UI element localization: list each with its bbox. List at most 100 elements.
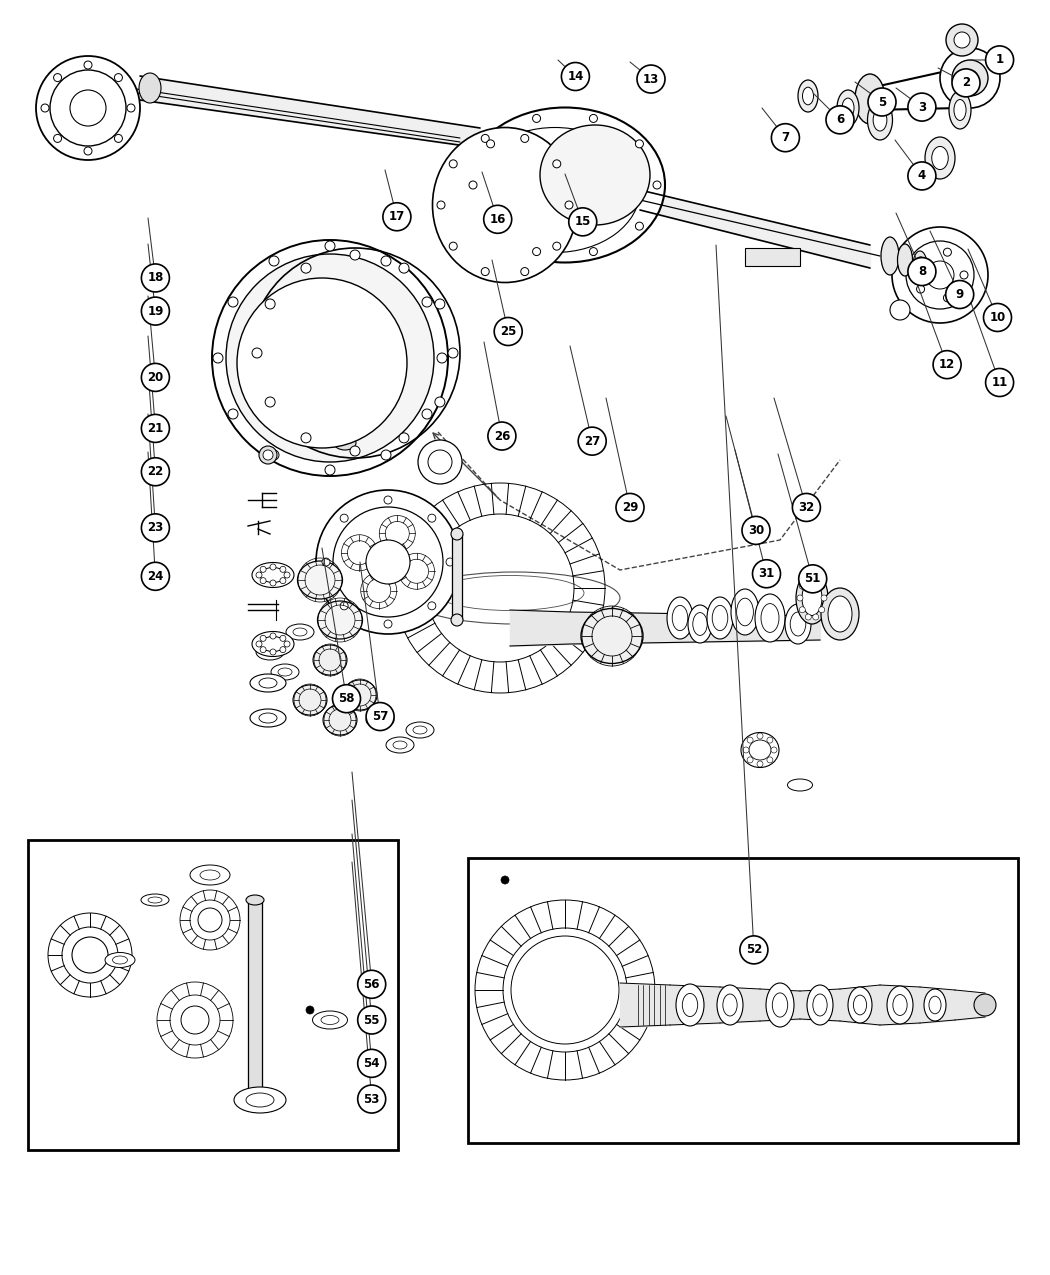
Circle shape <box>70 91 106 126</box>
Ellipse shape <box>828 595 852 632</box>
Ellipse shape <box>807 986 833 1025</box>
Ellipse shape <box>313 1011 348 1029</box>
Circle shape <box>213 353 223 363</box>
Ellipse shape <box>837 91 859 126</box>
Circle shape <box>793 493 820 521</box>
Circle shape <box>984 303 1011 332</box>
Circle shape <box>946 24 978 56</box>
Ellipse shape <box>262 648 277 657</box>
Text: 29: 29 <box>622 501 638 514</box>
Circle shape <box>366 703 394 731</box>
Text: 52: 52 <box>746 944 762 956</box>
Ellipse shape <box>234 1088 286 1113</box>
Circle shape <box>333 507 443 617</box>
Text: 9: 9 <box>956 288 964 301</box>
Text: 57: 57 <box>372 710 388 723</box>
Circle shape <box>579 427 606 455</box>
Text: 13: 13 <box>643 73 659 85</box>
Circle shape <box>616 493 644 521</box>
Circle shape <box>340 514 349 523</box>
Circle shape <box>284 641 290 646</box>
Text: 22: 22 <box>147 465 164 478</box>
Circle shape <box>819 607 824 613</box>
Circle shape <box>748 737 753 743</box>
Circle shape <box>381 450 391 460</box>
Ellipse shape <box>848 987 872 1023</box>
Circle shape <box>943 249 951 256</box>
Ellipse shape <box>842 98 854 117</box>
Circle shape <box>84 61 92 69</box>
Ellipse shape <box>313 645 346 674</box>
Circle shape <box>813 615 819 620</box>
Circle shape <box>892 227 988 323</box>
Circle shape <box>511 936 620 1044</box>
Circle shape <box>142 363 169 391</box>
Ellipse shape <box>892 994 907 1015</box>
Text: 7: 7 <box>781 131 790 144</box>
Circle shape <box>481 134 489 143</box>
Ellipse shape <box>712 606 728 631</box>
Circle shape <box>399 263 410 273</box>
Circle shape <box>212 240 448 476</box>
Circle shape <box>635 222 644 231</box>
Circle shape <box>805 576 812 581</box>
Circle shape <box>381 256 391 266</box>
Ellipse shape <box>452 528 463 541</box>
Circle shape <box>771 747 777 754</box>
Text: 26: 26 <box>494 430 510 442</box>
Circle shape <box>266 397 275 407</box>
Ellipse shape <box>785 604 811 644</box>
Text: 32: 32 <box>798 501 815 514</box>
Text: 15: 15 <box>574 215 591 228</box>
Ellipse shape <box>974 994 996 1016</box>
Circle shape <box>228 409 238 419</box>
Ellipse shape <box>741 733 779 768</box>
Circle shape <box>142 458 169 486</box>
Bar <box>746 249 800 266</box>
Ellipse shape <box>929 996 941 1014</box>
Circle shape <box>284 572 290 578</box>
Circle shape <box>326 465 335 476</box>
Circle shape <box>868 88 896 116</box>
Ellipse shape <box>540 125 650 224</box>
Ellipse shape <box>200 870 220 880</box>
Circle shape <box>772 124 799 152</box>
Ellipse shape <box>755 594 785 643</box>
Circle shape <box>819 583 824 589</box>
Ellipse shape <box>393 741 407 748</box>
Ellipse shape <box>914 251 927 279</box>
Text: 11: 11 <box>991 376 1008 389</box>
Circle shape <box>486 222 495 231</box>
Circle shape <box>906 241 974 309</box>
Text: 56: 56 <box>363 978 380 991</box>
Circle shape <box>753 560 780 588</box>
Ellipse shape <box>317 601 362 639</box>
Ellipse shape <box>761 603 779 632</box>
Text: 16: 16 <box>489 213 506 226</box>
Circle shape <box>799 607 805 613</box>
Text: 5: 5 <box>878 96 886 108</box>
Ellipse shape <box>854 994 866 1015</box>
Ellipse shape <box>867 99 892 140</box>
Ellipse shape <box>246 1093 274 1107</box>
Ellipse shape <box>813 994 827 1016</box>
Circle shape <box>280 635 286 641</box>
Ellipse shape <box>796 572 828 623</box>
Text: 58: 58 <box>338 692 355 705</box>
Ellipse shape <box>949 91 971 129</box>
Ellipse shape <box>259 446 277 464</box>
Circle shape <box>437 201 445 209</box>
Ellipse shape <box>101 101 135 116</box>
Circle shape <box>821 595 827 601</box>
Circle shape <box>495 317 522 346</box>
Circle shape <box>481 268 489 275</box>
Circle shape <box>448 348 458 358</box>
Ellipse shape <box>190 864 230 885</box>
Circle shape <box>435 300 445 309</box>
Ellipse shape <box>676 984 704 1026</box>
Circle shape <box>552 242 561 250</box>
Circle shape <box>84 147 92 156</box>
Circle shape <box>280 578 286 584</box>
Ellipse shape <box>874 108 887 131</box>
Circle shape <box>181 1006 209 1034</box>
